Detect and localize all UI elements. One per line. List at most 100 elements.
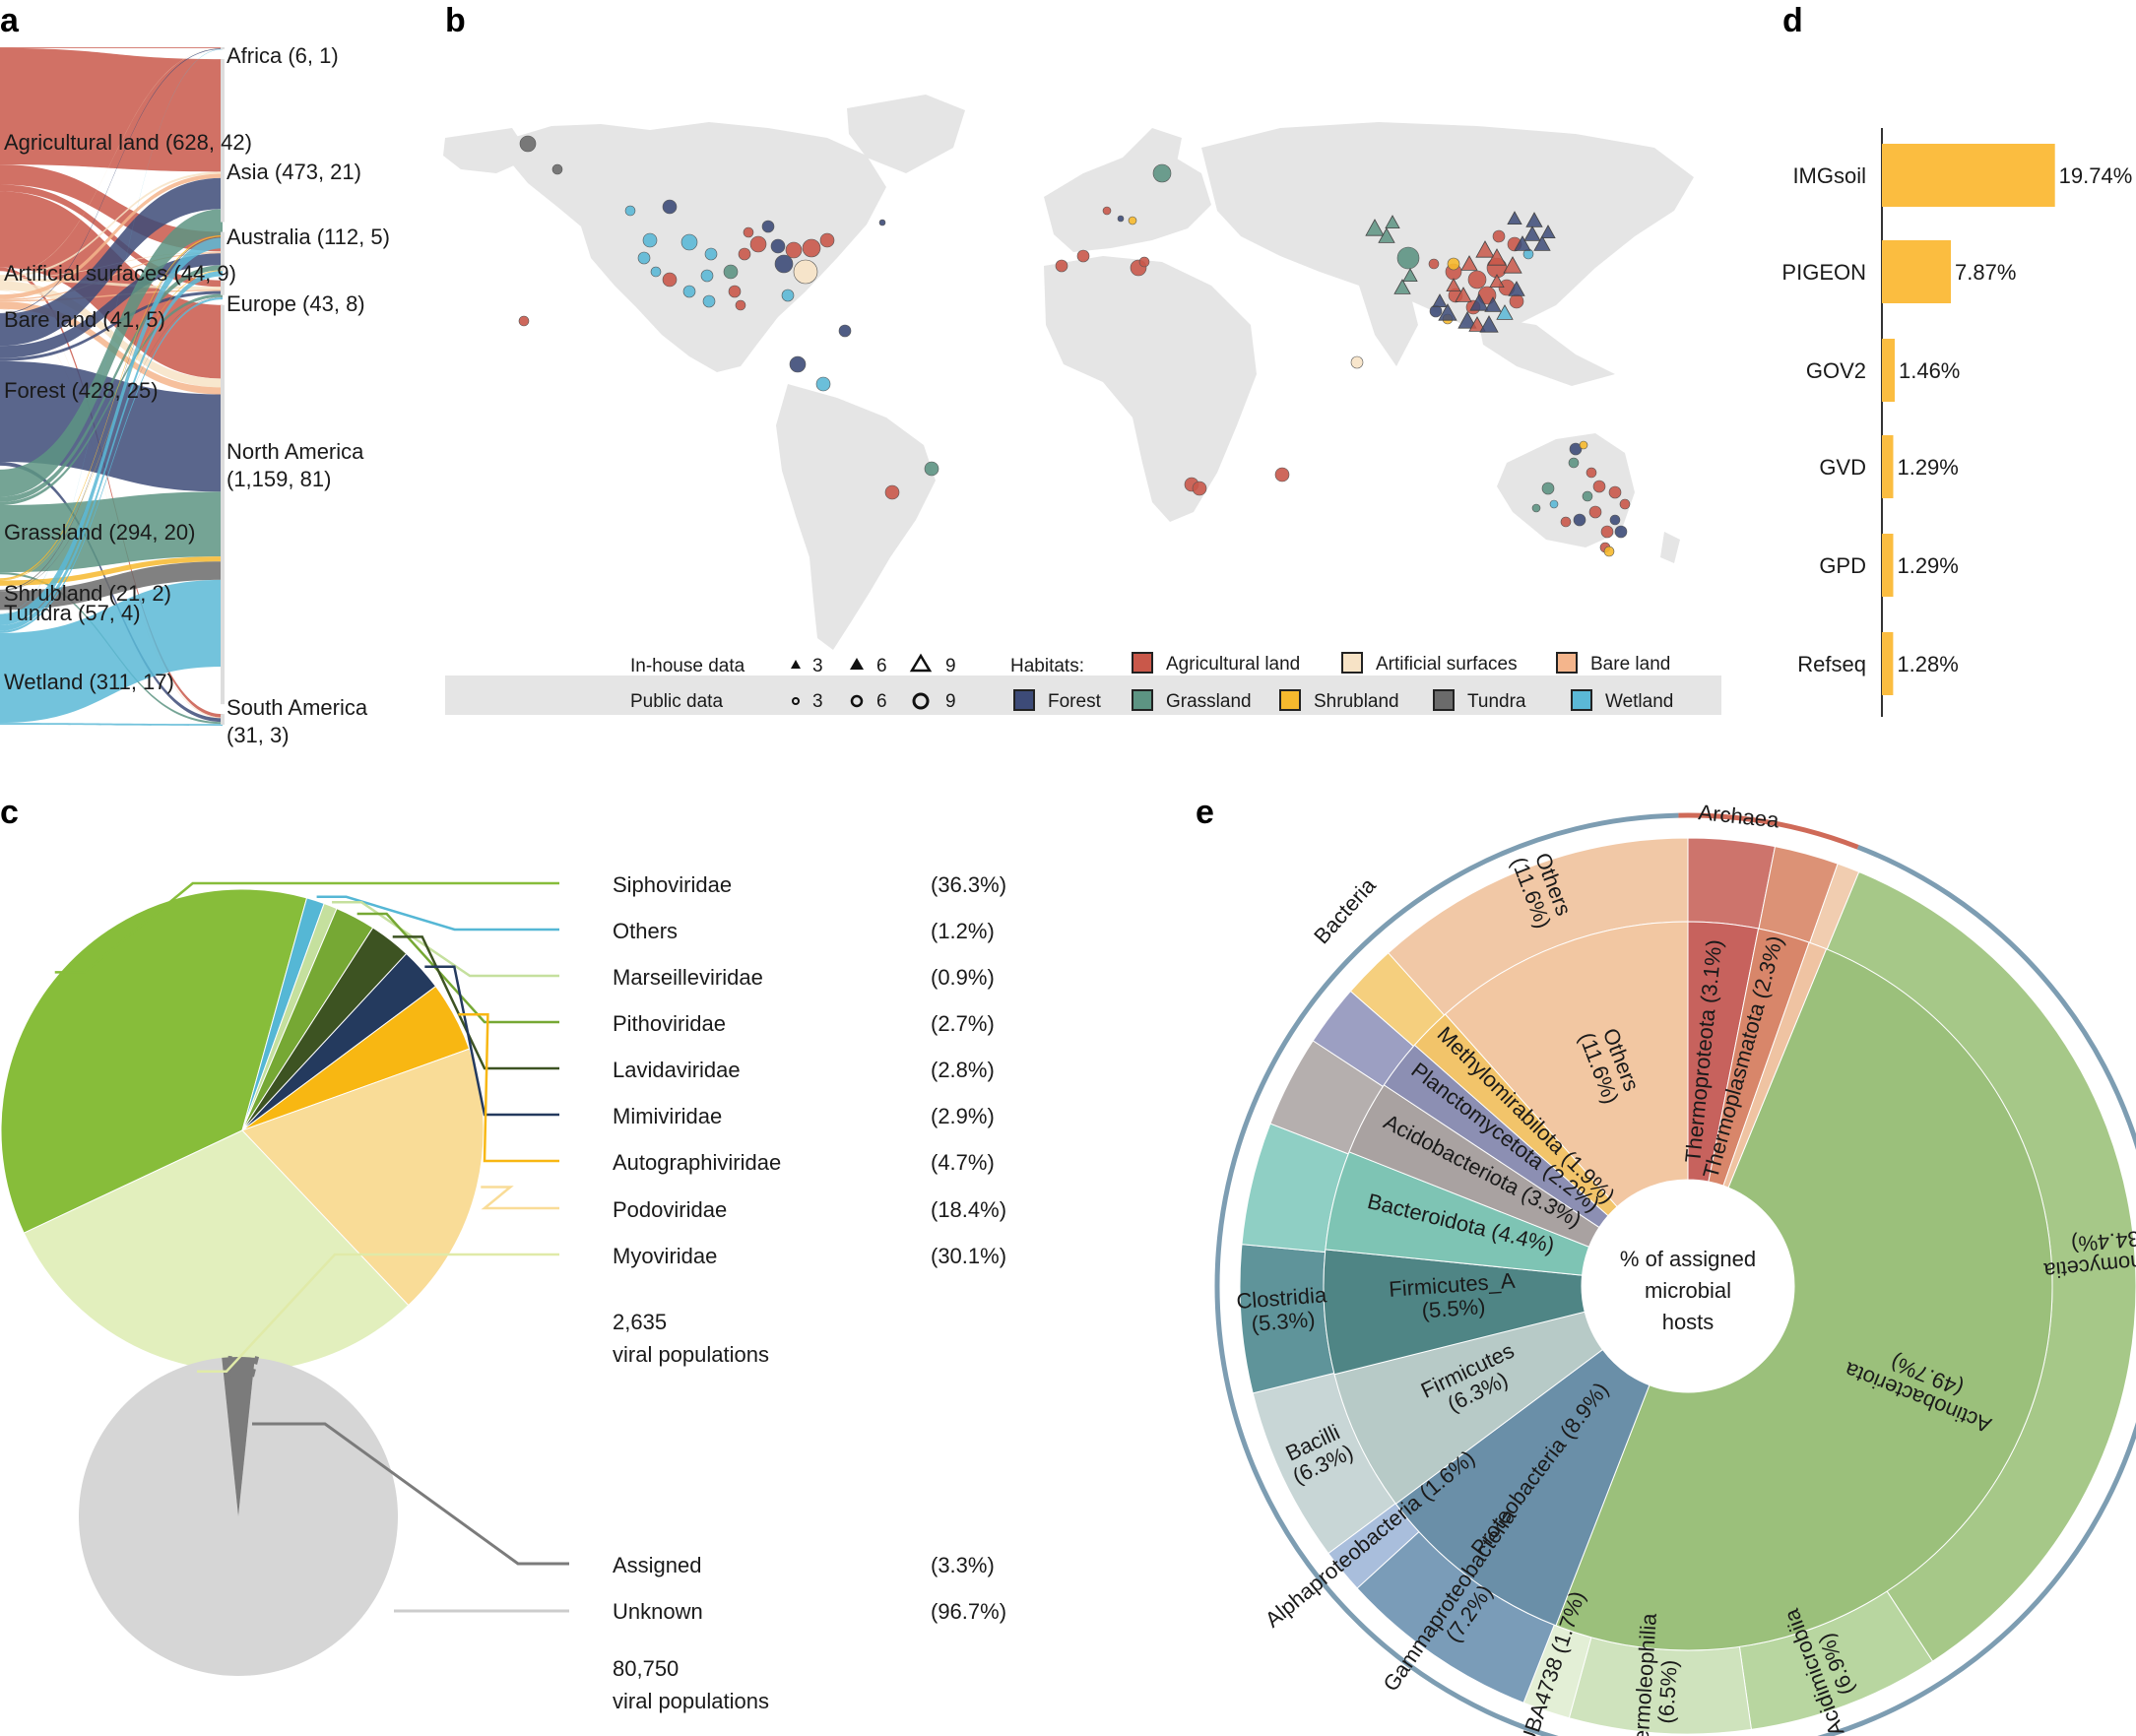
sample-point (749, 235, 767, 253)
pie-legend-pct: (2.8%) (931, 1058, 995, 1082)
pie-leader-lines (54, 881, 569, 1613)
pie-leader-line (458, 1012, 559, 1163)
sankey-flow (0, 290, 223, 361)
sample-point (838, 324, 852, 338)
sample-triangle (1489, 274, 1505, 289)
sample-triangle (1432, 293, 1448, 308)
legend-size-6: 6 (876, 656, 887, 676)
sankey-flow (0, 267, 223, 718)
bar-value-label: 7.87% (1955, 260, 2016, 285)
legend-size-3: 3 (812, 656, 823, 676)
sample-point (924, 461, 939, 477)
sample-triangle (1496, 304, 1514, 320)
sample-point (770, 238, 786, 254)
legend-habitats-label: Habitats: (1010, 656, 1084, 676)
sankey-flow (0, 253, 223, 358)
sample-triangle (1455, 287, 1472, 302)
africa-landmass (1044, 256, 1257, 522)
pie-legend-pct: (36.3%) (931, 872, 1006, 897)
pie-legend-label: Myoviridae (613, 1244, 717, 1268)
archaea-ring (1678, 812, 1859, 850)
sample-point (819, 232, 835, 248)
sankey-flow (0, 177, 223, 347)
pie-legend-pct: (4.7%) (931, 1150, 995, 1175)
sankey-flows (0, 47, 225, 727)
sample-triangle (1385, 215, 1400, 229)
sunburst-outer-label: Actinomycetia(34.4%) (2040, 1223, 2136, 1284)
bar (1882, 240, 1952, 303)
sample-point (1467, 270, 1487, 289)
sankey-flow (0, 723, 223, 727)
pie-leader-line (424, 965, 559, 1117)
sample-point (761, 220, 775, 233)
sunburst-inner-segment (1555, 948, 2053, 1651)
sample-triangle (1446, 278, 1461, 292)
sample-point (774, 254, 794, 274)
bar-category-label: PIGEON (1781, 260, 1866, 285)
sample-point (1102, 206, 1112, 216)
sankey-left-label: Shrubland (21, 2) (4, 581, 171, 606)
sample-point (793, 259, 818, 285)
panel-c: c Siphoviridae (36.3%) Others (1.2%) Marseil… (0, 794, 1006, 1713)
sankey-right-labels: Africa (6, 1) Asia (473, 21) Australia (11… (227, 43, 390, 747)
pie-legend-pct: (0.9%) (931, 965, 995, 990)
zoom-connector (250, 1352, 260, 1378)
bar-value-label: 1.28% (1897, 652, 1958, 676)
pie-legend-label: Assigned (613, 1553, 702, 1577)
sample-point (1609, 514, 1621, 526)
sankey-right-label: South America (227, 695, 368, 720)
sample-point (1117, 215, 1125, 223)
sunburst-outer-label: Clostridia(5.3%) (1236, 1282, 1330, 1337)
archaea-label: Archaea (1697, 800, 1780, 833)
sunburst-inner-segment (1394, 1348, 1651, 1627)
sample-point (789, 355, 807, 373)
pie-legend-pct: (2.9%) (931, 1104, 995, 1128)
bar-chart: IMGsoil 19.74% PIGEON 7.87% GOV2 1.46% GVD 1.29… (1781, 144, 2132, 695)
legend-triangle-3 (791, 660, 801, 669)
habitat-legend-label: Agricultural land (1166, 654, 1300, 675)
sankey-right-label-count: (31, 3) (227, 723, 290, 747)
bar (1882, 632, 1894, 695)
sample-triangle (1533, 235, 1551, 251)
sankey-flow (0, 296, 223, 633)
habitat-swatch (1132, 652, 1153, 674)
sankey-flow (0, 173, 223, 299)
pie-legend-label: Marseilleviridae (613, 965, 763, 990)
sankey-right-label: Europe (43, 8) (227, 291, 365, 316)
pie-legend-pct: (96.7%) (931, 1599, 1006, 1624)
sankey-flow (0, 491, 223, 573)
top-pie-total-count: 2,635 (613, 1310, 667, 1334)
sample-point (1447, 257, 1460, 271)
top-pie-total-label: viral populations (613, 1342, 769, 1367)
pie-legend-pct: (3.3%) (931, 1553, 995, 1577)
bottom-pie-total-label: viral populations (613, 1689, 769, 1713)
sankey-right-node (221, 714, 225, 725)
pie-legend-label: Lavidaviridae (613, 1058, 741, 1082)
sample-triangle (1378, 227, 1395, 243)
sample-point (637, 251, 651, 265)
sample-points (518, 135, 1631, 557)
sample-point (1579, 440, 1588, 450)
sankey-left-label: Wetland (311, 17) (4, 670, 174, 694)
sankey-flow (0, 270, 223, 581)
sankey-right-label: Asia (473, 21) (227, 160, 361, 184)
sankey-flow (0, 579, 223, 724)
sample-point (1531, 503, 1541, 513)
sample-triangle (1484, 296, 1502, 312)
sankey-flow (0, 48, 223, 614)
legend-size-9: 9 (945, 656, 956, 676)
panel-label-d: d (1782, 2, 1803, 39)
panel-b: b In-house data (443, 2, 1721, 715)
sample-triangle (1438, 303, 1457, 321)
sankey-flow (0, 209, 223, 497)
sunburst-outer-label: Thermoleophilia(6.5%) (1627, 1612, 1685, 1736)
australia-landmass (1497, 433, 1635, 547)
pie-leader-line (316, 895, 559, 932)
bar (1882, 435, 1894, 498)
sunburst-inner-label-line: (5.5%) (1421, 1294, 1486, 1323)
sample-triangle (1393, 279, 1411, 294)
sample-point (1152, 163, 1172, 183)
pie-slice (0, 888, 308, 1234)
sample-point (518, 315, 530, 327)
